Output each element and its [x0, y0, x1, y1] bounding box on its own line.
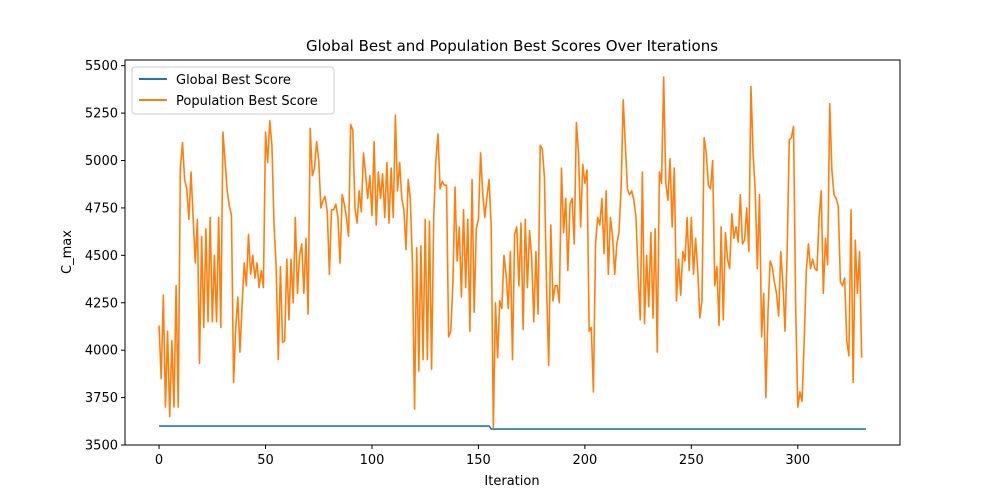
series-line-global-best: [159, 425, 866, 430]
y-tick-label: 4000: [85, 344, 118, 359]
y-axis-ticks: 3500 3750 4000 4250 4500 4750 5000 5250 5500: [85, 59, 125, 454]
legend-label-global-best: Global Best Score: [176, 73, 291, 88]
series-line-population-best: [158, 76, 863, 429]
legend-label-population-best: Population Best Score: [176, 94, 318, 109]
plot-lines: [158, 76, 866, 430]
x-tick-label: 0: [155, 453, 163, 468]
x-axis-ticks: 0 50 100 150 200 250 300: [155, 445, 810, 468]
y-tick-label: 4750: [85, 201, 118, 216]
y-tick-label: 5250: [85, 107, 118, 122]
y-tick-label: 3500: [85, 439, 118, 454]
x-tick-label: 50: [257, 453, 274, 468]
legend-box: [131, 66, 335, 115]
y-tick-label: 4500: [85, 249, 118, 264]
y-tick-label: 3750: [85, 391, 118, 406]
x-tick-label: 200: [572, 453, 597, 468]
x-tick-label: 100: [360, 453, 385, 468]
chart-title: Global Best and Population Best Scores O…: [306, 37, 718, 55]
y-axis-label: C_max: [60, 230, 75, 274]
x-tick-label: 250: [679, 453, 704, 468]
x-tick-label: 150: [466, 453, 491, 468]
y-tick-label: 5000: [85, 154, 118, 169]
y-tick-label: 5500: [85, 59, 118, 74]
plot-frame: [124, 59, 901, 446]
legend: Global Best Score Population Best Score: [131, 66, 335, 115]
y-tick-label: 4250: [85, 296, 118, 311]
x-tick-label: 300: [785, 453, 810, 468]
x-axis-label: Iteration: [484, 474, 539, 489]
